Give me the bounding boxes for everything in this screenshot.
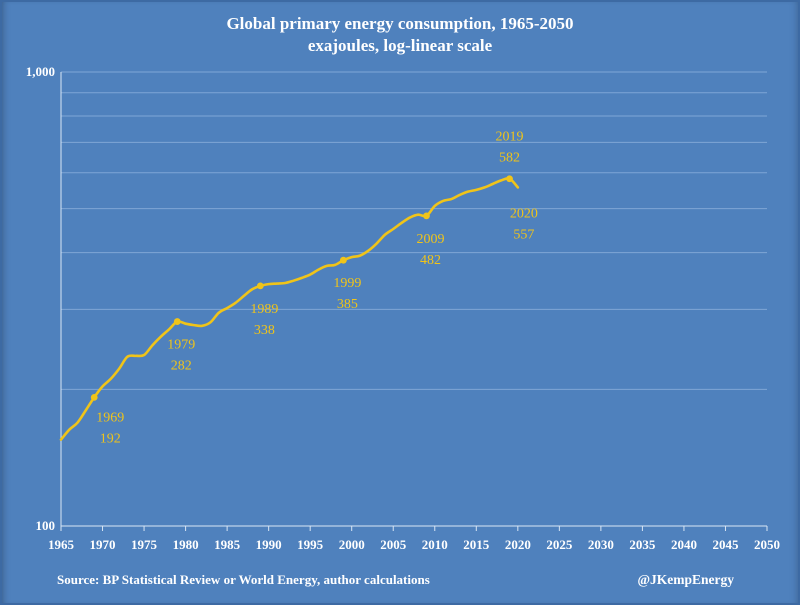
marker-2009 xyxy=(423,212,430,219)
annotation-year-1999: 1999 xyxy=(333,276,361,291)
annotation-value-1969: 192 xyxy=(100,431,121,446)
annotation-year-1989: 1989 xyxy=(250,302,278,317)
x-tick-label-2010: 2010 xyxy=(422,537,448,552)
annotation-year-1979: 1979 xyxy=(167,338,195,353)
annotation-year-2019: 2019 xyxy=(496,130,524,145)
marker-1979 xyxy=(174,318,181,325)
annotation-value-2009: 482 xyxy=(420,253,441,268)
y-tick-labels: 1,000 100 xyxy=(26,64,55,533)
x-tick-label-1995: 1995 xyxy=(297,537,324,552)
y-tick-label-100: 100 xyxy=(36,518,56,533)
marker-1989 xyxy=(257,282,264,289)
annotation-value-1979: 282 xyxy=(171,359,192,374)
annotations: 1969 192 1979 282 1989 338 1999 385 2009 482 2019 5… xyxy=(91,130,538,447)
annotation-value-1989: 338 xyxy=(254,323,275,338)
line-chart: Global primary energy consumption, 1965-… xyxy=(0,0,800,605)
x-tick-label-1980: 1980 xyxy=(173,537,199,552)
x-tick-label-2045: 2045 xyxy=(712,537,739,552)
annotation-value-1999: 385 xyxy=(337,297,358,312)
marker-1969 xyxy=(91,394,98,401)
marker-2019 xyxy=(506,175,513,182)
x-tick-label-2015: 2015 xyxy=(463,537,490,552)
x-tick-label-2035: 2035 xyxy=(629,537,656,552)
source-note: Source: BP Statistical Review or World E… xyxy=(57,572,430,587)
annotation-value-2020: 557 xyxy=(513,227,534,242)
x-tick-label-1990: 1990 xyxy=(256,537,282,552)
chart-title: Global primary energy consumption, 1965-… xyxy=(226,14,573,33)
x-tick-labels: 1965 1970 1975 1980 1985 1990 1995 2000 2005 2010… xyxy=(48,537,780,552)
axes xyxy=(61,72,767,531)
x-tick-label-2040: 2040 xyxy=(671,537,697,552)
x-tick-label-2030: 2030 xyxy=(588,537,614,552)
x-tick-label-2050: 2050 xyxy=(754,537,780,552)
x-tick-label-1965: 1965 xyxy=(48,537,75,552)
x-tick-label-2000: 2000 xyxy=(339,537,365,552)
annotation-year-2020: 2020 xyxy=(510,206,538,221)
y-tick-label-1000: 1,000 xyxy=(26,64,55,79)
x-tick-label-1970: 1970 xyxy=(90,537,116,552)
x-tick-label-2025: 2025 xyxy=(546,537,573,552)
x-tick-label-2005: 2005 xyxy=(380,537,407,552)
x-tick-label-1975: 1975 xyxy=(131,537,158,552)
x-tick-label-1985: 1985 xyxy=(214,537,241,552)
chart-frame: Global primary energy consumption, 1965-… xyxy=(0,0,800,605)
annotation-year-1969: 1969 xyxy=(96,410,124,425)
annotation-year-2009: 2009 xyxy=(416,232,444,247)
marker-1999 xyxy=(340,257,347,264)
annotation-value-2019: 582 xyxy=(499,151,520,166)
x-tick-label-2020: 2020 xyxy=(505,537,531,552)
author-credit: @JKempEnergy xyxy=(637,572,734,587)
chart-subtitle: exajoules, log-linear scale xyxy=(308,36,493,55)
